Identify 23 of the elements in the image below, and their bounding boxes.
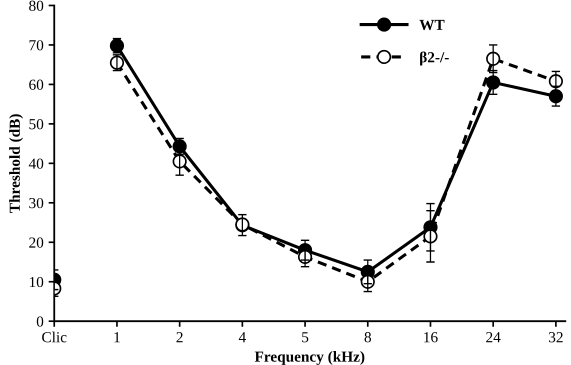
y-tick-label: 10: [30, 276, 44, 288]
x-tick-label: 24: [486, 332, 501, 342]
x-tick-label: 16: [424, 332, 438, 342]
x-tick-label: 1: [114, 332, 120, 342]
y-tick-label: 60: [29, 80, 44, 90]
y-tick-label: 70: [30, 40, 44, 50]
x-tick-label: 5: [302, 332, 308, 342]
x-axis-title: Frequency (kHz): [254, 351, 364, 365]
y-tick-label: 20: [29, 237, 44, 248]
y-tick-label: 80: [29, 0, 44, 11]
x-tick-label: 32: [548, 332, 563, 342]
y-axis-title: Threshold (dB): [9, 114, 23, 213]
y-tick-label: 50: [29, 119, 44, 130]
x-tick-label: 4: [238, 332, 246, 342]
legend-label: β2-/-: [420, 52, 449, 66]
legend-label: WT: [419, 20, 444, 30]
y-tick-label: 40: [28, 158, 44, 169]
x-tick-label: 8: [364, 332, 372, 342]
y-tick-label: 0: [36, 316, 44, 327]
x-tick-label: 2: [176, 332, 183, 342]
point: [110, 38, 124, 53]
y-tick-label: 30: [29, 198, 44, 208]
x-tick-label: Clic: [42, 332, 67, 342]
